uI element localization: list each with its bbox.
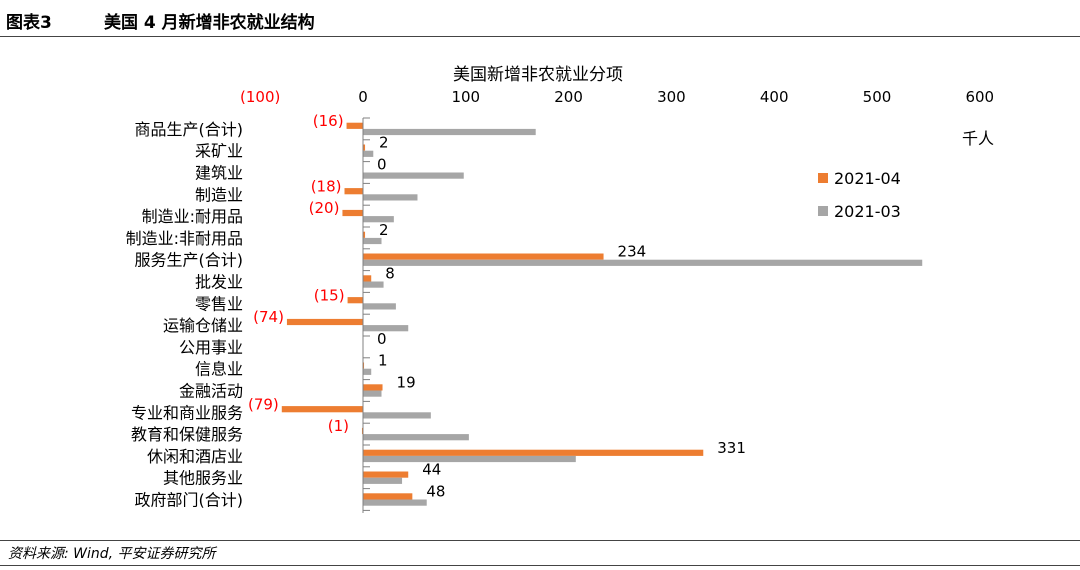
value-label: 2 [379, 134, 389, 152]
legend-label: 2021-04 [834, 169, 901, 188]
category-labels: 商品生产(合计) 采矿业建筑业制造业制造业:耐用品制造业:非耐用品服务生产(合计)… [126, 120, 243, 510]
category-label: 教育和保健服务 [131, 425, 243, 444]
category-label: 其他服务业 [163, 469, 243, 488]
bar-2021-04 [281, 406, 363, 413]
bar-2021-04 [363, 144, 366, 151]
bar-2021-04 [363, 275, 372, 282]
category-label: 批发业 [195, 273, 243, 292]
legend-swatch [818, 206, 828, 216]
bar-2021-03 [363, 150, 374, 157]
x-tick-label: 600 [965, 88, 994, 106]
bar-2021-03 [363, 412, 431, 419]
category-label: 运输仓储业 [163, 316, 243, 335]
value-label: 331 [717, 439, 746, 457]
category-label: 制造业:非耐用品 [126, 229, 243, 248]
category-label: 采矿业 [195, 142, 243, 161]
value-label: (74) [253, 308, 284, 326]
value-label: 2 [379, 221, 389, 239]
bar-2021-03 [363, 194, 418, 201]
value-label: 48 [426, 483, 445, 501]
bar-2021-03 [363, 172, 464, 179]
value-label: 1 [378, 352, 388, 370]
value-label: 234 [618, 243, 647, 261]
bar-2021-04 [363, 253, 604, 260]
bar-2021-03 [363, 434, 469, 441]
bar-2021-03 [363, 237, 382, 245]
legend-label: 2021-03 [834, 202, 901, 221]
value-label: (18) [311, 177, 342, 195]
bar-2021-04 [344, 188, 363, 195]
category-label: 制造业:耐用品 [142, 207, 243, 226]
x-tick-label: 300 [657, 88, 686, 106]
x-tick-label: 500 [863, 88, 892, 106]
bar-2021-03 [363, 281, 384, 288]
bar-2021-03 [363, 477, 403, 484]
unit-label: 千人 [962, 129, 994, 148]
bar-2021-03 [363, 259, 923, 266]
value-label: (16) [313, 112, 344, 130]
bar-2021-04 [363, 384, 383, 391]
bar-2021-04 [363, 449, 704, 456]
value-label: 8 [385, 265, 395, 283]
bar-2021-04 [347, 297, 363, 304]
category-label: 金融活动 [179, 382, 243, 401]
bar-2021-04 [342, 209, 363, 217]
bar-2021-04 [363, 362, 365, 369]
value-labels: (16) 2 0 (18) (20) 2 234 8 (15) (74) 0 1 19 (79) (1) 33… [248, 112, 746, 501]
bar-2021-04 [346, 122, 363, 129]
source-note: 资料来源: Wind, 平安证券研究所 [8, 546, 216, 562]
category-label: 公用事业 [179, 338, 243, 357]
employment-bar-chart: 美国新增非农就业分项 (100) 0 100 200 300 400 500 600 千人 商… [126, 65, 994, 513]
bars [281, 122, 923, 506]
category-label: 信息业 [195, 360, 243, 379]
x-tick-label: 200 [554, 88, 583, 106]
category-label: 建筑业 [195, 164, 243, 183]
value-label: (20) [309, 199, 340, 217]
chart-title: 美国新增非农就业分项 [453, 65, 623, 85]
bar-2021-03 [363, 216, 394, 223]
legend-swatch [818, 173, 828, 183]
bar-2021-03 [363, 303, 396, 310]
figure-title: 美国 4 月新增非农就业结构 [104, 13, 315, 33]
x-tick-label: 100 [451, 88, 480, 106]
x-tick-label: (100) [240, 88, 280, 106]
bar-2021-04 [363, 231, 366, 238]
x-axis-ticks: (100) 0 100 200 300 400 500 600 [240, 88, 994, 106]
value-label: 0 [377, 330, 387, 348]
value-label: (15) [314, 286, 345, 304]
category-label: 零售业 [195, 294, 243, 313]
category-label: 休闲和酒店业 [147, 447, 243, 466]
value-label: 44 [422, 461, 441, 479]
value-label: 0 [377, 156, 387, 174]
value-label: (1) [328, 417, 349, 435]
x-tick-label: 0 [358, 88, 368, 106]
bar-2021-03 [363, 455, 576, 463]
legend: 2021-04 2021-03 [818, 169, 901, 221]
category-label: 政府部门(合计) [135, 491, 244, 510]
category-label: 服务生产(合计) [135, 251, 244, 270]
bar-2021-04 [286, 318, 363, 326]
bar-2021-04 [363, 493, 413, 500]
bar-2021-03 [363, 390, 382, 397]
category-label: 制造业 [195, 185, 243, 204]
value-label: (79) [248, 395, 279, 413]
bar-2021-03 [363, 325, 409, 332]
figure-header: 图表3 美国 4 月新增非农就业结构 [0, 0, 1080, 37]
value-label: 19 [397, 374, 416, 392]
footer-divider [0, 540, 1080, 541]
bar-2021-04 [363, 471, 409, 478]
x-tick-label: 400 [760, 88, 789, 106]
category-label: 专业和商业服务 [131, 403, 243, 422]
bar-2021-03 [363, 368, 372, 375]
bar-2021-04 [361, 427, 363, 435]
category-label: 商品生产(合计) [135, 120, 244, 139]
figure-label: 图表3 [6, 13, 52, 33]
bar-2021-03 [363, 499, 427, 506]
bar-2021-03 [363, 128, 536, 136]
bottom-divider [0, 565, 1080, 566]
